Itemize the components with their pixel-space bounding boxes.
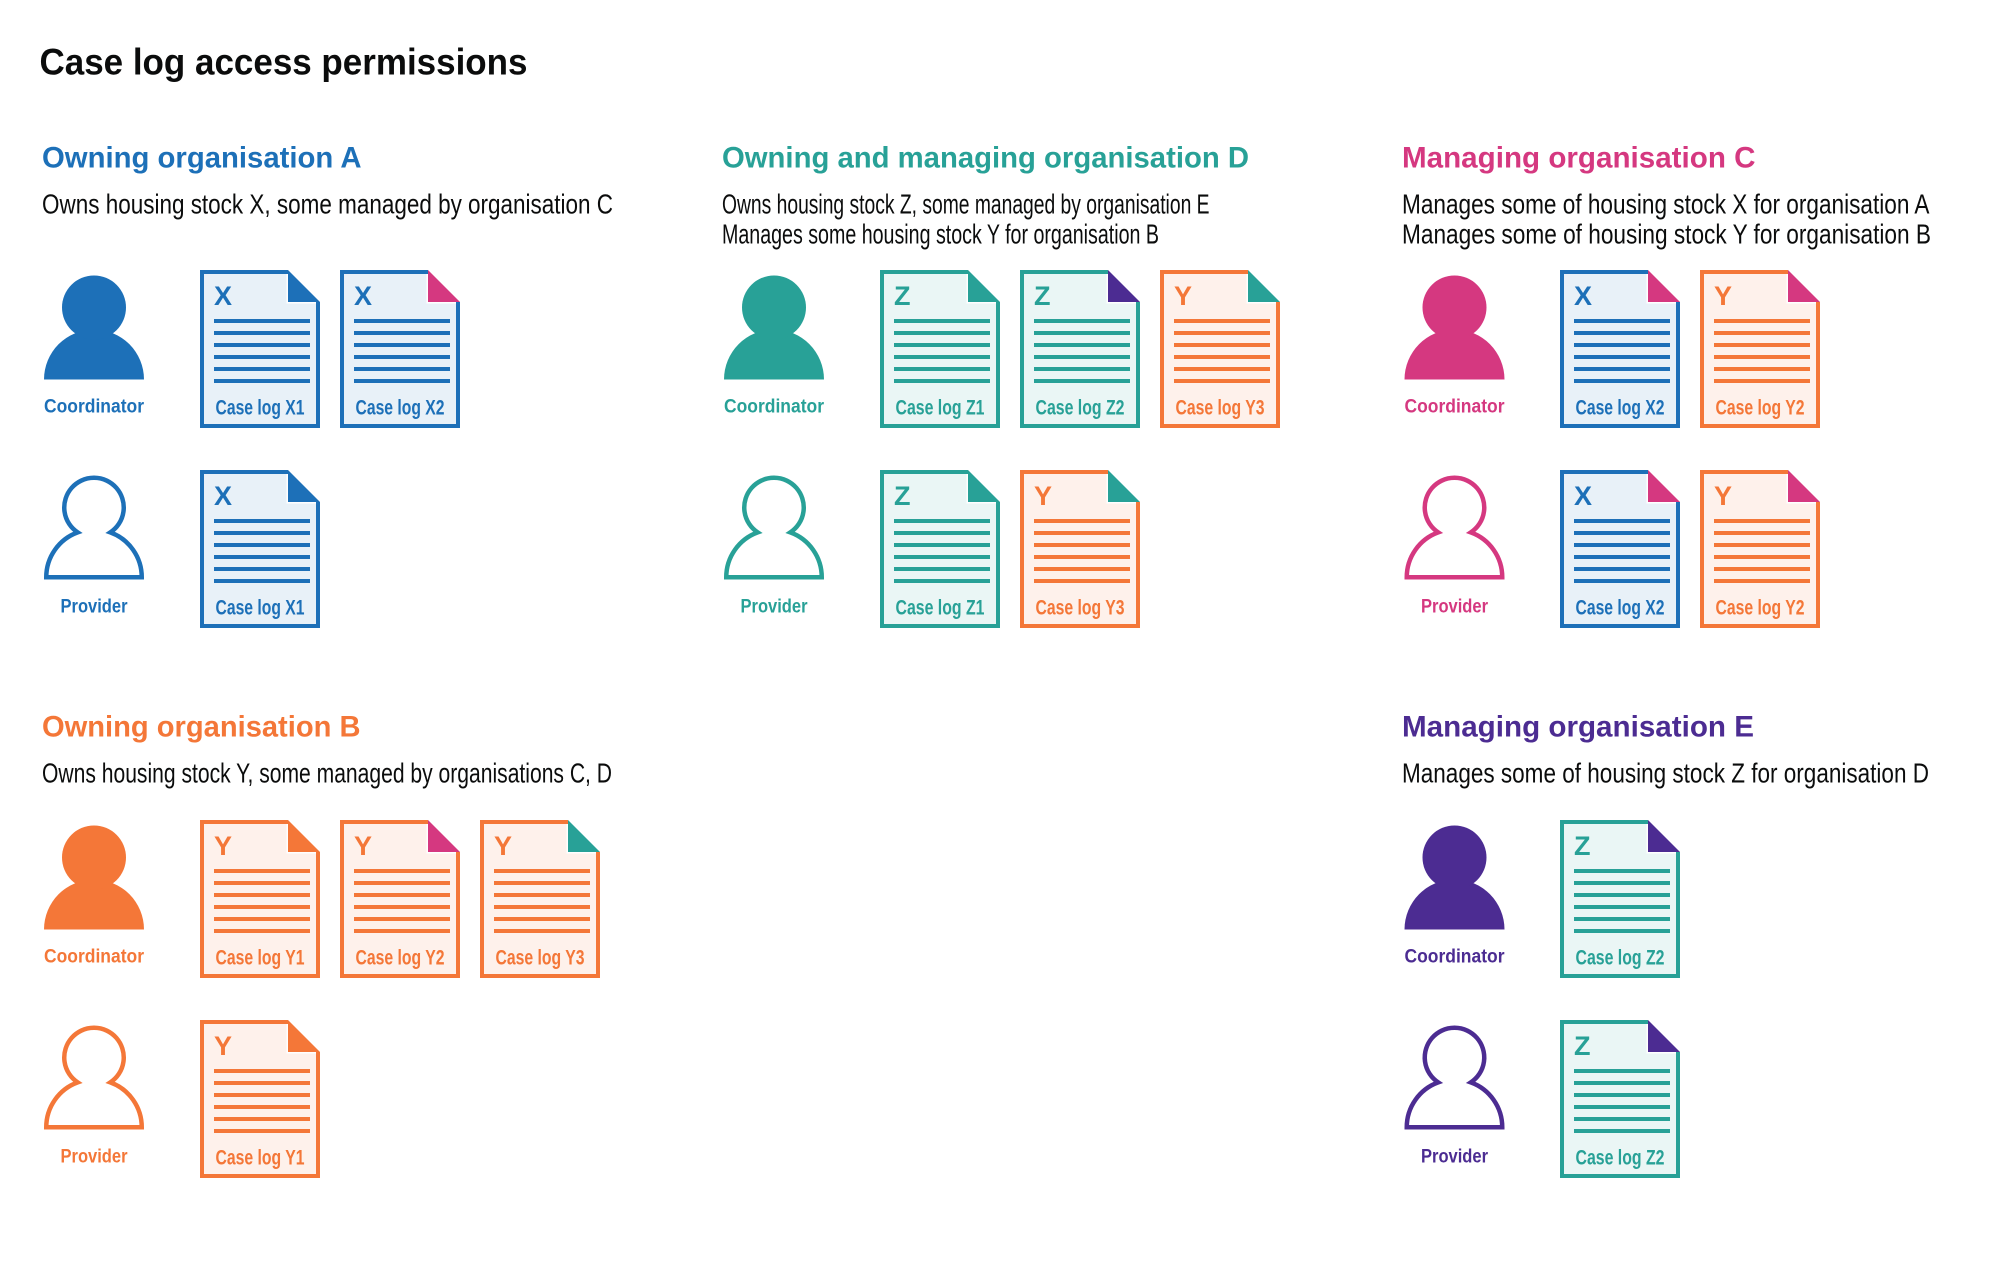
svg-text:Y: Y: [1034, 481, 1052, 511]
svg-text:Y: Y: [1174, 281, 1192, 311]
svg-text:Case log Y3: Case log Y3: [1036, 597, 1125, 620]
svg-text:Manages some of housing stock: Manages some of housing stock Y for orga…: [1402, 219, 1931, 250]
svg-text:Provider: Provider: [61, 597, 129, 618]
svg-text:Coordinator: Coordinator: [44, 947, 145, 968]
svg-text:Owns housing stock X, some man: Owns housing stock X, some managed by or…: [42, 189, 613, 220]
svg-text:Provider: Provider: [1421, 597, 1489, 618]
svg-text:Manages some housing stock Y f: Manages some housing stock Y for organis…: [722, 219, 1159, 250]
svg-text:Case log Y3: Case log Y3: [496, 947, 585, 970]
svg-text:Case log Z2: Case log Z2: [1036, 397, 1125, 420]
svg-text:Coordinator: Coordinator: [724, 397, 825, 418]
svg-text:Case log X1: Case log X1: [216, 397, 305, 420]
svg-text:Manages some of housing stock: Manages some of housing stock Z for orga…: [1402, 758, 1929, 789]
svg-text:X: X: [354, 281, 372, 311]
svg-text:Case log Y1: Case log Y1: [216, 947, 305, 970]
svg-text:Owning and managing organisati: Owning and managing organisation D: [722, 142, 1249, 175]
svg-text:Provider: Provider: [61, 1147, 129, 1168]
svg-text:Y: Y: [354, 831, 372, 861]
svg-text:Z: Z: [1574, 831, 1591, 861]
svg-text:Z: Z: [894, 481, 911, 511]
svg-text:Case log X2: Case log X2: [1576, 397, 1665, 420]
svg-text:Y: Y: [1714, 281, 1732, 311]
svg-text:Case log access permissions: Case log access permissions: [40, 42, 528, 83]
svg-text:Y: Y: [214, 831, 232, 861]
svg-text:Case log Z1: Case log Z1: [896, 597, 985, 620]
svg-text:Case log X2: Case log X2: [356, 397, 445, 420]
svg-text:Case log Z1: Case log Z1: [896, 397, 985, 420]
svg-text:Managing organisation E: Managing organisation E: [1402, 711, 1754, 744]
svg-text:X: X: [1574, 481, 1592, 511]
svg-text:Case log Y2: Case log Y2: [356, 947, 445, 970]
svg-text:Owning organisation A: Owning organisation A: [42, 142, 362, 175]
svg-text:X: X: [214, 281, 232, 311]
svg-text:Provider: Provider: [1421, 1147, 1489, 1168]
svg-text:Case log Z2: Case log Z2: [1576, 947, 1665, 970]
svg-text:Y: Y: [214, 1031, 232, 1061]
svg-text:Coordinator: Coordinator: [1405, 397, 1506, 418]
svg-text:Manages some of housing stock: Manages some of housing stock X for orga…: [1402, 189, 1930, 220]
svg-text:Owns housing stock Z, some man: Owns housing stock Z, some managed by or…: [722, 189, 1210, 220]
svg-text:Managing organisation C: Managing organisation C: [1402, 142, 1756, 175]
svg-text:Z: Z: [1574, 1031, 1591, 1061]
svg-text:X: X: [214, 481, 232, 511]
svg-text:Case log Z2: Case log Z2: [1576, 1147, 1665, 1170]
svg-text:Case log Y3: Case log Y3: [1176, 397, 1265, 420]
svg-text:Case log X2: Case log X2: [1576, 597, 1665, 620]
svg-text:Coordinator: Coordinator: [44, 397, 145, 418]
svg-text:Case log Y2: Case log Y2: [1716, 397, 1805, 420]
svg-text:Owning organisation B: Owning organisation B: [42, 711, 361, 744]
svg-text:X: X: [1574, 281, 1592, 311]
svg-text:Z: Z: [1034, 281, 1051, 311]
svg-text:Y: Y: [494, 831, 512, 861]
svg-text:Case log Y2: Case log Y2: [1716, 597, 1805, 620]
svg-text:Case log X1: Case log X1: [216, 597, 305, 620]
svg-text:Owns housing stock Y, some man: Owns housing stock Y, some managed by or…: [42, 758, 612, 789]
svg-text:Case log Y1: Case log Y1: [216, 1147, 305, 1170]
svg-text:Y: Y: [1714, 481, 1732, 511]
svg-text:Coordinator: Coordinator: [1405, 947, 1506, 968]
svg-text:Provider: Provider: [741, 597, 809, 618]
svg-text:Z: Z: [894, 281, 911, 311]
